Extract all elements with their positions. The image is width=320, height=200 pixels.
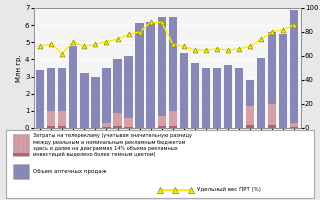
Text: Затраты на телерекламу (учитывая значительную разницу
между реальным и номинальн: Затраты на телерекламу (учитывая значите… — [33, 133, 191, 157]
Bar — [58, 111, 67, 126]
FancyBboxPatch shape — [6, 130, 314, 198]
Bar — [102, 68, 111, 128]
Bar — [58, 68, 67, 128]
Bar — [202, 68, 210, 128]
Bar — [47, 126, 55, 128]
Bar — [80, 73, 89, 128]
Bar — [157, 17, 166, 128]
Bar — [169, 126, 177, 128]
Bar — [47, 68, 55, 128]
Text: Удельный вес ПРТ (%): Удельный вес ПРТ (%) — [197, 187, 261, 192]
Bar — [91, 77, 100, 128]
Bar — [113, 126, 122, 128]
Bar — [257, 58, 265, 128]
Bar — [12, 153, 29, 156]
Bar — [213, 68, 221, 128]
Bar — [102, 127, 111, 128]
Bar — [113, 59, 122, 128]
Bar — [113, 113, 122, 126]
Bar — [47, 111, 55, 126]
Bar — [180, 53, 188, 128]
Bar — [69, 46, 77, 128]
Bar — [268, 104, 276, 125]
Bar — [246, 106, 254, 125]
Bar — [147, 22, 155, 128]
Bar — [58, 126, 67, 128]
Bar — [290, 123, 298, 127]
Bar — [169, 111, 177, 126]
Text: Объем аптечных продаж: Объем аптечных продаж — [33, 169, 106, 174]
Bar — [246, 80, 254, 128]
Bar — [290, 127, 298, 128]
Bar — [135, 23, 144, 128]
Bar — [191, 63, 199, 128]
Bar — [157, 126, 166, 128]
Bar — [124, 127, 133, 128]
Bar — [268, 125, 276, 128]
Bar — [235, 68, 243, 128]
Bar — [102, 123, 111, 127]
Bar — [12, 134, 29, 156]
Bar — [157, 116, 166, 126]
Bar — [246, 125, 254, 128]
Bar — [36, 70, 44, 128]
Bar — [124, 118, 133, 127]
Bar — [169, 17, 177, 128]
Bar — [279, 34, 287, 128]
Bar — [12, 164, 29, 179]
Bar — [124, 56, 133, 128]
Bar — [290, 10, 298, 128]
Bar — [224, 65, 232, 128]
Bar — [268, 32, 276, 128]
Y-axis label: Млн гр.: Млн гр. — [16, 54, 22, 82]
